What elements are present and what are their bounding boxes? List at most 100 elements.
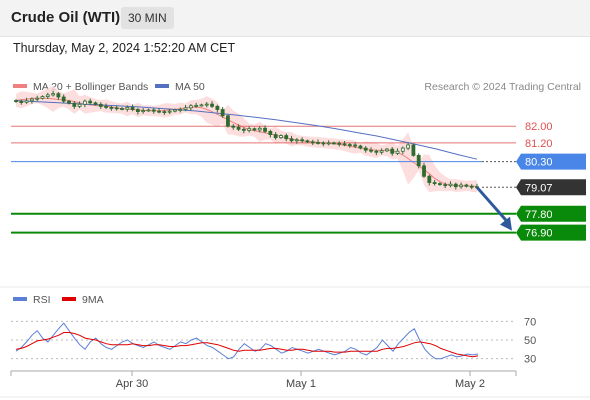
candle-body: [257, 127, 262, 131]
candle-body: [215, 105, 220, 110]
candle-body: [40, 96, 45, 99]
candle-body: [337, 142, 342, 145]
candle-body: [141, 110, 146, 113]
candle-body: [443, 184, 448, 187]
candle-body: [236, 126, 241, 130]
candle-body: [24, 100, 29, 103]
candle-body: [104, 105, 108, 108]
legend-label-bollinger: MA 20 + Bollinger Bands: [33, 81, 148, 93]
candle-body: [67, 100, 71, 104]
candle-body: [61, 96, 66, 102]
candle-body: [432, 182, 437, 184]
candle-body: [289, 138, 294, 142]
candle-body: [146, 109, 151, 112]
candle-body: [305, 140, 310, 143]
level-label-81.20: 81.20: [525, 138, 553, 150]
candle-body: [29, 98, 34, 102]
candle-body: [422, 165, 426, 177]
candle-body: [390, 148, 395, 154]
candle-body: [14, 100, 18, 102]
candle-body: [438, 183, 442, 186]
candle-body: [88, 100, 93, 104]
candle-body: [114, 107, 119, 110]
level-tag-text-77.80: 77.80: [525, 209, 553, 221]
level-tag-text-79.07: 79.07: [525, 182, 553, 194]
candle-body: [178, 109, 183, 111]
candle-body: [130, 107, 135, 110]
candle-body: [194, 104, 199, 107]
legend-label-ma50: MA 50: [175, 81, 205, 93]
candle-body: [400, 147, 405, 152]
candle-body: [98, 103, 103, 107]
instrument-title: Crude Oil (WTI): [11, 9, 121, 26]
level-tag-79.07: [516, 179, 586, 196]
candle-body: [199, 104, 204, 107]
level-tag-text-76.90: 76.90: [525, 228, 553, 240]
candle-body: [395, 150, 400, 154]
candle-body: [294, 139, 299, 142]
candle-body: [125, 107, 130, 110]
legend-swatch-rsi-ma: [62, 297, 76, 301]
candle-body: [173, 109, 177, 112]
candle-body: [226, 115, 230, 127]
candle-body: [263, 127, 267, 132]
candle-body: [135, 109, 140, 112]
level-tag-text-80.30: 80.30: [525, 157, 553, 169]
candle-body: [453, 183, 458, 188]
candle-body: [120, 108, 124, 110]
candle-body: [300, 139, 305, 142]
candle-body: [51, 93, 55, 96]
candle-body: [210, 103, 214, 107]
ma50-line: [15, 100, 478, 160]
candle-body: [35, 97, 40, 100]
candle-body: [321, 142, 326, 145]
candle-body: [379, 150, 384, 153]
timestamp: Thursday, May 2, 2024 1:52:20 AM CET: [13, 41, 236, 55]
legend-swatch-rsi: [13, 297, 27, 301]
legend-swatch-bollinger: [13, 84, 27, 88]
legend-swatch-ma50: [155, 84, 169, 88]
rsi-tick-30: 30: [524, 354, 536, 366]
candle-body: [369, 149, 373, 152]
candle-body: [45, 94, 50, 97]
candle-body: [19, 101, 24, 103]
candle-body: [342, 143, 347, 146]
candle-body: [284, 135, 289, 140]
candle-body: [464, 184, 469, 187]
rsi-9ma-line: [15, 332, 479, 358]
legend-label-rsi: RSI: [33, 294, 51, 306]
candle-body: [363, 147, 368, 151]
candle-body: [448, 183, 453, 187]
level-label-82.00: 82.00: [525, 121, 553, 133]
candle-body: [310, 141, 315, 144]
candle-body: [82, 100, 87, 105]
candle-body: [204, 103, 209, 106]
candle-body: [411, 144, 416, 156]
candle-body: [231, 125, 236, 128]
candle-body: [109, 107, 114, 109]
candle-body: [77, 103, 82, 107]
interval-selector[interactable]: 30 MIN: [121, 7, 174, 29]
candle-body: [241, 128, 246, 131]
candle-body: [157, 110, 161, 113]
candle-body: [273, 134, 278, 139]
candle-body: [459, 184, 464, 188]
time-tick-label: May 2: [455, 378, 485, 390]
time-tick-label: Apr 30: [116, 378, 148, 390]
candle-body: [162, 111, 167, 113]
forecast-arrow-shaft: [475, 186, 510, 224]
candle-body: [220, 109, 225, 117]
candle-body: [183, 107, 188, 110]
candle-body: [151, 109, 156, 112]
level-tag-77.80: [516, 205, 586, 222]
level-tag-76.90: [516, 224, 586, 241]
candle-body: [353, 144, 358, 147]
bollinger-band: [16, 85, 477, 193]
candle-body: [268, 131, 273, 135]
rsi-line: [15, 322, 479, 360]
candle-body: [358, 145, 363, 149]
candle-body: [326, 142, 331, 145]
time-tick-label: May 1: [286, 378, 316, 390]
chart-header: Crude Oil (WTI) 30 MIN: [0, 0, 590, 37]
